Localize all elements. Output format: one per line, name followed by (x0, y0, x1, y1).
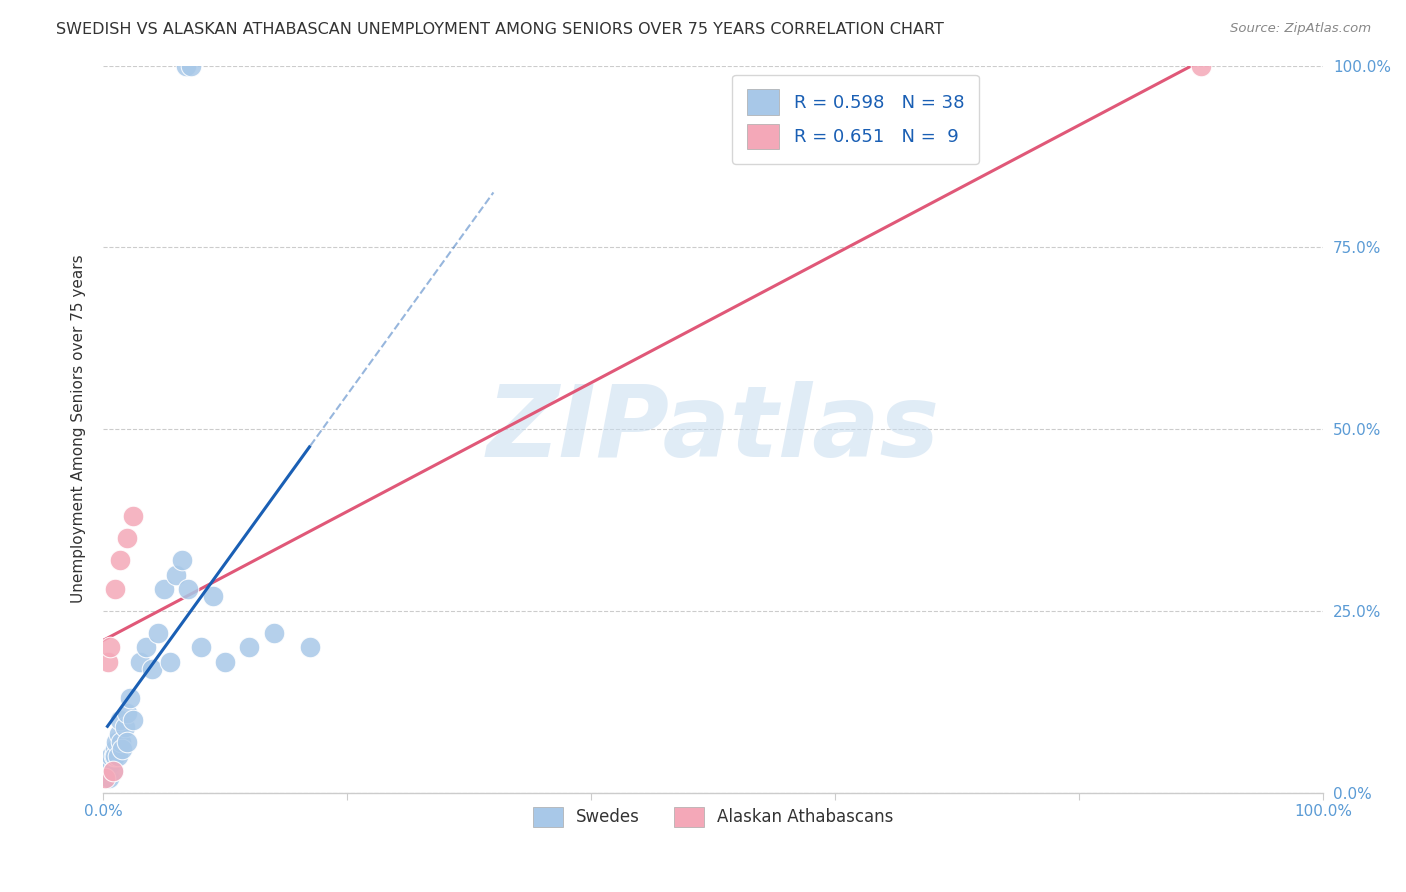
Y-axis label: Unemployment Among Seniors over 75 years: Unemployment Among Seniors over 75 years (72, 255, 86, 604)
Point (98, 640, 121, 655)
Point (122, 713, 145, 727)
Point (159, 655, 181, 669)
Point (111, 742, 134, 756)
Point (97, 764, 120, 778)
Point (100, 749, 122, 764)
Point (96, 771, 118, 785)
Point (105, 735, 128, 749)
Legend: Swedes, Alaskan Athabascans: Swedes, Alaskan Athabascans (524, 798, 901, 835)
Point (180, 59, 202, 73)
Point (165, 567, 187, 582)
Point (141, 662, 163, 676)
Point (104, 742, 127, 756)
Point (117, 706, 139, 720)
Point (114, 720, 136, 734)
Point (103, 749, 125, 764)
Point (104, 582, 127, 596)
Point (128, 655, 150, 669)
Point (172, 553, 194, 567)
Point (101, 764, 124, 778)
Point (107, 727, 129, 741)
Point (1189, 59, 1212, 73)
Point (108, 553, 131, 567)
Point (97, 655, 120, 669)
Point (201, 590, 224, 604)
Point (177, 582, 200, 596)
Point (146, 625, 169, 640)
Point (122, 509, 145, 524)
Point (101, 764, 124, 778)
Point (108, 713, 131, 727)
Point (263, 625, 285, 640)
Point (299, 640, 322, 655)
Point (98, 756, 121, 771)
Point (94, 771, 117, 785)
Point (98, 771, 121, 785)
Point (135, 640, 157, 655)
Point (107, 749, 129, 764)
Point (118, 691, 141, 706)
Point (98, 756, 121, 771)
Point (238, 640, 260, 655)
Point (117, 531, 139, 545)
Text: Source: ZipAtlas.com: Source: ZipAtlas.com (1230, 22, 1371, 36)
Point (110, 735, 132, 749)
Point (104, 749, 127, 764)
Point (174, 59, 197, 73)
Text: SWEDISH VS ALASKAN ATHABASCAN UNEMPLOYMENT AMONG SENIORS OVER 75 YEARS CORRELATI: SWEDISH VS ALASKAN ATHABASCAN UNEMPLOYME… (56, 22, 943, 37)
Text: ZIPatlas: ZIPatlas (486, 381, 939, 477)
Point (214, 655, 236, 669)
Point (153, 582, 176, 596)
Point (190, 640, 212, 655)
Point (117, 735, 139, 749)
